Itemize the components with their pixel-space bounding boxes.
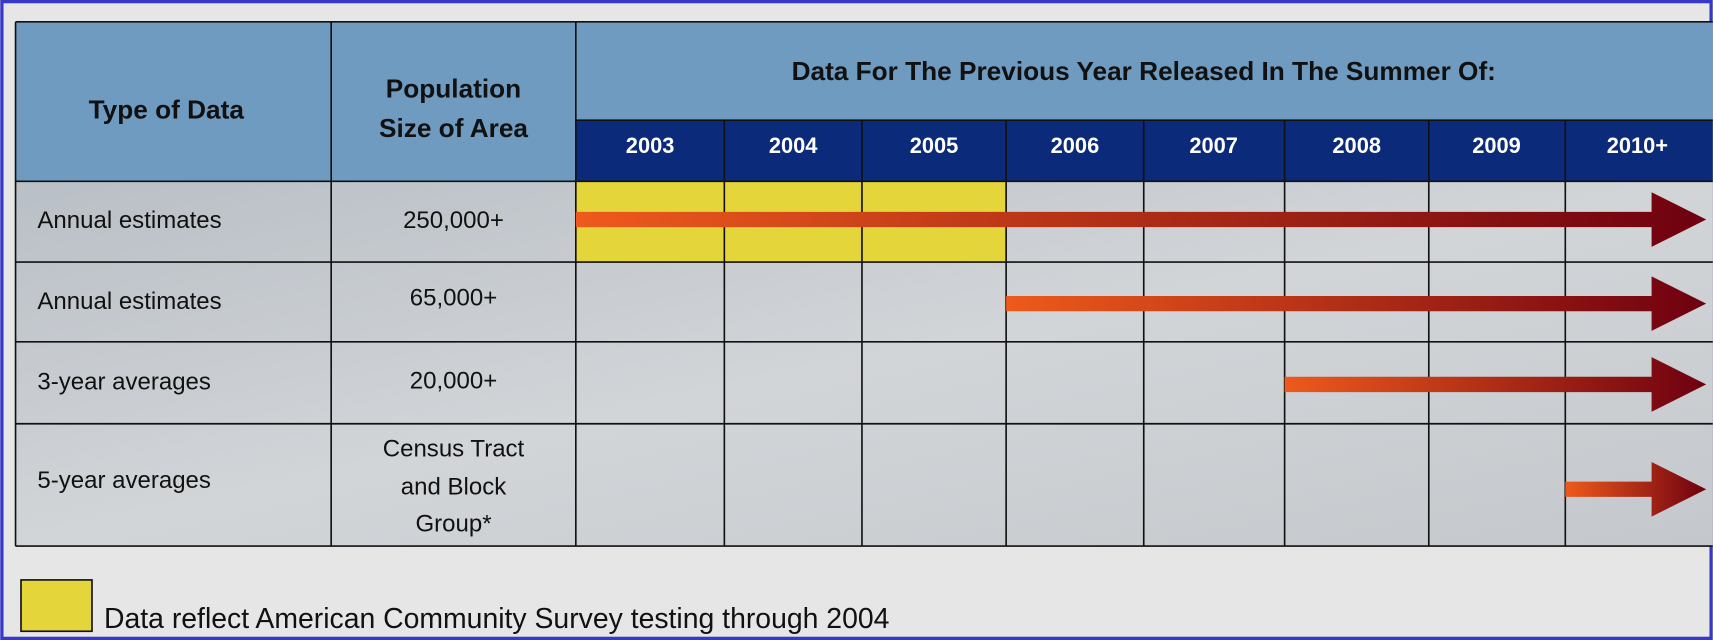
- row-population: and Block: [401, 474, 507, 501]
- row-type: 5-year averages: [37, 467, 211, 494]
- header-population: Population: [386, 74, 521, 104]
- row-population: Census Tract: [383, 435, 525, 462]
- year: 2004: [769, 133, 818, 158]
- row-population: 20,000+: [410, 368, 497, 395]
- header-type: Type of Data: [89, 94, 245, 124]
- year: 2009: [1472, 133, 1521, 158]
- row-type: 3-year averages: [37, 369, 211, 396]
- screenshot: Type of Data Population Size of Area Dat…: [0, 0, 1713, 640]
- legend-text: Data reflect American Community Survey t…: [104, 603, 889, 635]
- row-population: 250,000+: [403, 207, 504, 234]
- header-population: Size of Area: [379, 113, 528, 143]
- year: 2003: [626, 133, 675, 158]
- row-type: Annual estimates: [37, 207, 221, 234]
- legend-swatch: [21, 580, 92, 631]
- row-population: 65,000+: [410, 285, 497, 312]
- year: 2006: [1051, 133, 1100, 158]
- year: 2007: [1189, 133, 1238, 158]
- year: 2008: [1332, 133, 1381, 158]
- year: 2005: [910, 133, 959, 158]
- row-population: Group*: [415, 511, 491, 538]
- page: Type of Data Population Size of Area Dat…: [0, 0, 1713, 640]
- header-release: Data For The Previous Year Released In T…: [792, 56, 1496, 86]
- year: 2010+: [1607, 133, 1668, 158]
- row-type: Annual estimates: [37, 288, 221, 315]
